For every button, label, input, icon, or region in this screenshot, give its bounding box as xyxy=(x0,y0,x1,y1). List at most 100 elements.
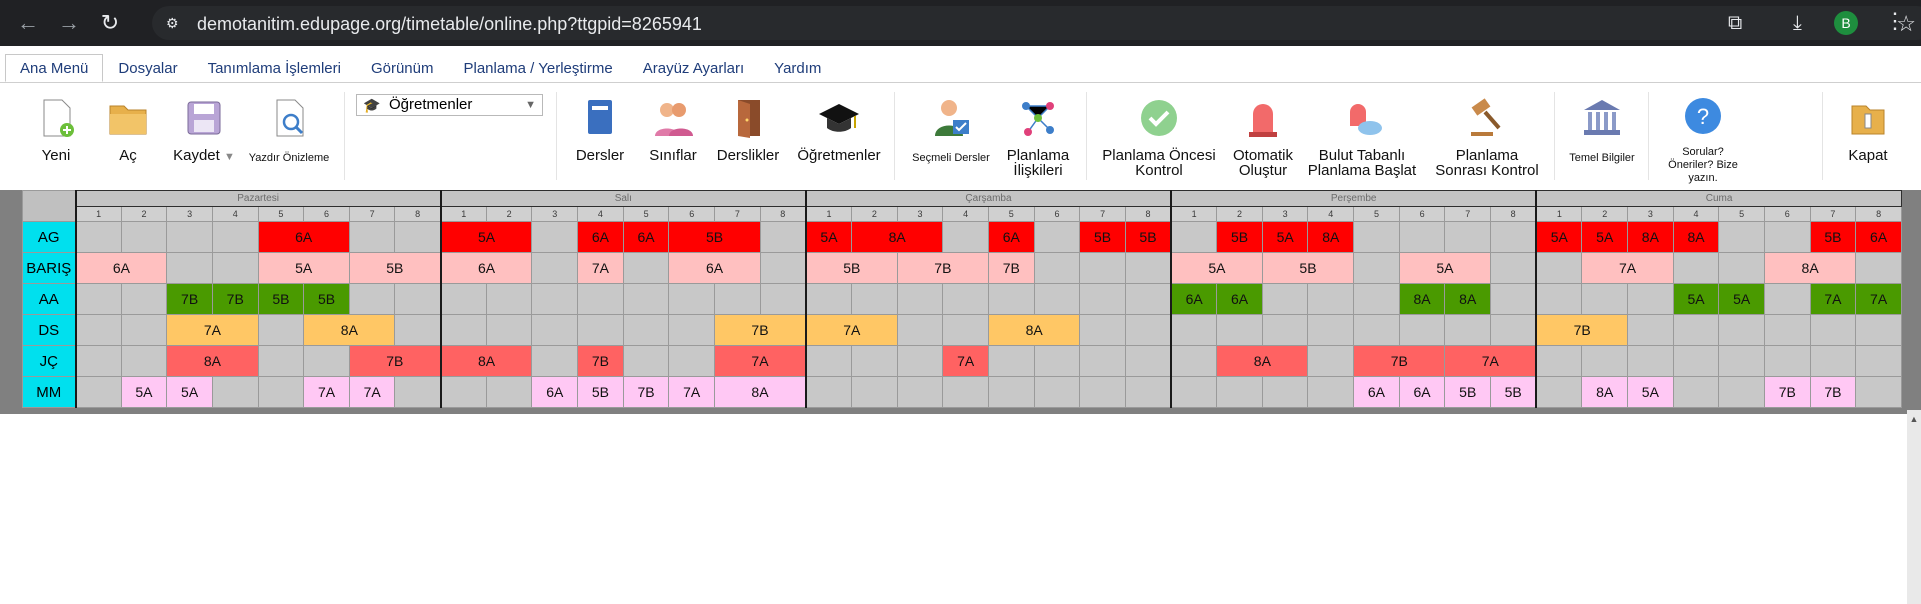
lesson-card[interactable]: 5A xyxy=(439,221,533,253)
empty-slot[interactable] xyxy=(759,252,807,284)
empty-slot[interactable] xyxy=(1855,345,1902,377)
lesson-card[interactable]: 5B xyxy=(348,252,442,284)
empty-slot[interactable] xyxy=(622,314,670,346)
empty-slot[interactable] xyxy=(1033,252,1081,284)
tab-ana-menu[interactable]: Ana Menü xyxy=(5,54,104,82)
extensions-icon[interactable]: ⧉ xyxy=(1728,12,1743,34)
empty-slot[interactable] xyxy=(531,252,579,284)
empty-slot[interactable] xyxy=(1079,252,1126,284)
empty-slot[interactable] xyxy=(439,283,487,315)
empty-slot[interactable] xyxy=(303,345,350,377)
empty-slot[interactable] xyxy=(1763,314,1811,346)
empty-slot[interactable] xyxy=(120,283,168,315)
empty-slot[interactable] xyxy=(1398,221,1446,253)
empty-slot[interactable] xyxy=(896,376,944,408)
lesson-card[interactable]: 5A xyxy=(804,221,853,253)
lesson-card[interactable]: 5B xyxy=(303,283,350,315)
kapat-button[interactable]: Kapat xyxy=(1840,96,1896,163)
lesson-card[interactable]: 5B xyxy=(1216,221,1263,253)
lesson-card[interactable]: 8A xyxy=(1398,283,1446,315)
bulut-tabanli-planlama-button[interactable]: Bulut Tabanlı Planlama Başlat xyxy=(1306,96,1418,178)
empty-slot[interactable] xyxy=(1627,314,1674,346)
planlama-iliskileri-button[interactable]: Planlama İlişkileri xyxy=(1000,96,1076,178)
empty-slot[interactable] xyxy=(851,345,898,377)
empty-slot[interactable] xyxy=(348,221,396,253)
empty-slot[interactable] xyxy=(1307,345,1355,377)
lesson-card[interactable]: 6A xyxy=(577,221,624,253)
empty-slot[interactable] xyxy=(1535,345,1583,377)
lesson-card[interactable]: 5B xyxy=(1124,221,1172,253)
lesson-card[interactable]: 6A xyxy=(622,221,670,253)
lesson-card[interactable]: 7A xyxy=(668,376,716,408)
empty-slot[interactable] xyxy=(1535,252,1583,284)
lesson-card[interactable]: 6A xyxy=(439,252,533,284)
empty-slot[interactable] xyxy=(74,314,122,346)
tab-dosyalar[interactable]: Dosyalar xyxy=(118,60,178,77)
yeni-button[interactable]: Yeni xyxy=(32,96,80,163)
lesson-card[interactable]: 5B xyxy=(257,283,305,315)
lesson-card[interactable]: 5B xyxy=(1444,376,1492,408)
empty-slot[interactable] xyxy=(485,376,533,408)
empty-slot[interactable] xyxy=(1170,314,1218,346)
empty-slot[interactable] xyxy=(1170,376,1218,408)
empty-slot[interactable] xyxy=(394,221,442,253)
lesson-card[interactable]: 7A xyxy=(1444,345,1537,377)
empty-slot[interactable] xyxy=(1672,252,1720,284)
empty-slot[interactable] xyxy=(1718,221,1765,253)
empty-slot[interactable] xyxy=(120,314,168,346)
empty-slot[interactable] xyxy=(531,283,579,315)
lesson-card[interactable]: 7B xyxy=(896,252,989,284)
vertical-scrollbar[interactable]: ▲ xyxy=(1907,410,1921,604)
empty-slot[interactable] xyxy=(1033,283,1081,315)
site-info-icon[interactable]: ⚙ xyxy=(166,15,179,31)
empty-slot[interactable] xyxy=(211,221,259,253)
empty-slot[interactable] xyxy=(348,283,396,315)
lesson-card[interactable]: 6A xyxy=(531,376,579,408)
empty-slot[interactable] xyxy=(1627,283,1674,315)
lesson-card[interactable]: 5B xyxy=(577,376,624,408)
empty-slot[interactable] xyxy=(851,283,898,315)
kaydet-dropdown-arrow-icon[interactable]: ▼ xyxy=(223,151,235,163)
empty-slot[interactable] xyxy=(1124,345,1172,377)
lesson-card[interactable]: 7A xyxy=(714,345,807,377)
lesson-card[interactable]: 5A xyxy=(257,252,350,284)
empty-slot[interactable] xyxy=(1763,283,1811,315)
lesson-card[interactable]: 7B xyxy=(1353,345,1446,377)
tab-planlama[interactable]: Planlama / Yerleştirme xyxy=(463,60,613,77)
lesson-card[interactable]: 5A xyxy=(1627,376,1674,408)
ac-button[interactable]: Aç xyxy=(104,96,152,163)
download-icon[interactable]: ⤓ xyxy=(1793,12,1802,34)
empty-slot[interactable] xyxy=(394,376,442,408)
lesson-card[interactable]: 8A xyxy=(1763,252,1857,284)
empty-slot[interactable] xyxy=(942,376,989,408)
lesson-card[interactable]: 7B xyxy=(987,252,1035,284)
lesson-card[interactable]: 7A xyxy=(804,314,898,346)
empty-slot[interactable] xyxy=(1307,376,1355,408)
teacher-name[interactable]: AG xyxy=(22,221,76,253)
tab-yardim[interactable]: Yardım xyxy=(774,60,822,77)
empty-slot[interactable] xyxy=(668,345,716,377)
empty-slot[interactable] xyxy=(1216,314,1263,346)
empty-slot[interactable] xyxy=(1763,345,1811,377)
lesson-card[interactable]: 7B xyxy=(1535,314,1629,346)
empty-slot[interactable] xyxy=(1353,283,1400,315)
lesson-card[interactable]: 7A xyxy=(1855,283,1902,315)
empty-slot[interactable] xyxy=(1672,376,1720,408)
empty-slot[interactable] xyxy=(1033,376,1081,408)
tab-gorunum[interactable]: Görünüm xyxy=(370,60,434,77)
lesson-card[interactable]: 6A xyxy=(257,221,350,253)
lesson-card[interactable]: 7B xyxy=(622,376,670,408)
empty-slot[interactable] xyxy=(1490,252,1537,284)
lesson-card[interactable]: 8A xyxy=(987,314,1081,346)
empty-slot[interactable] xyxy=(577,314,624,346)
teacher-name[interactable]: DS xyxy=(22,314,76,346)
empty-slot[interactable] xyxy=(1490,283,1537,315)
lesson-card[interactable]: 7B xyxy=(1763,376,1811,408)
back-icon[interactable]: ← xyxy=(17,10,39,35)
lesson-card[interactable]: 8A xyxy=(1307,221,1355,253)
empty-slot[interactable] xyxy=(987,376,1035,408)
empty-slot[interactable] xyxy=(211,252,259,284)
lesson-card[interactable]: 8A xyxy=(714,376,807,408)
lesson-card[interactable]: 6A xyxy=(1398,376,1446,408)
empty-slot[interactable] xyxy=(1216,376,1263,408)
